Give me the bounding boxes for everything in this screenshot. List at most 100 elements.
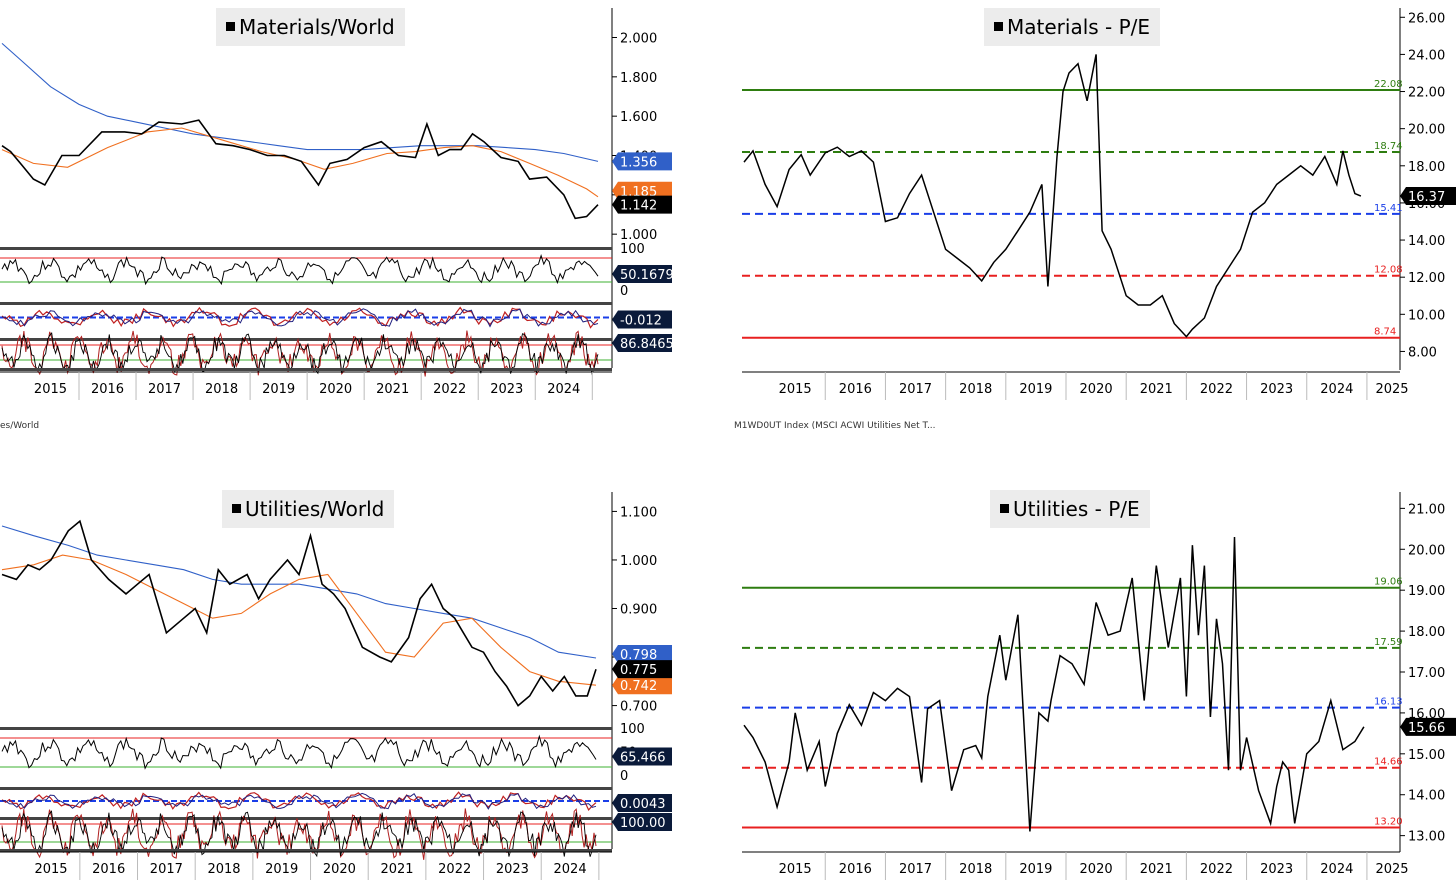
panel-separator	[0, 338, 612, 341]
price-value-tag-bg	[612, 195, 672, 214]
x-tick-label: 2021	[376, 382, 409, 397]
y-tick-label: 0.700	[620, 700, 657, 715]
x-tick-label: 2015	[779, 382, 812, 397]
level-label: 13.20	[1374, 816, 1403, 827]
ma_long-series-line	[1, 42, 599, 162]
rsi-value-tag-bg	[612, 265, 672, 283]
x-tick-label: 2016	[91, 382, 124, 397]
pe-value-tag: 16.37	[1400, 187, 1456, 205]
stoch-line	[1, 810, 597, 858]
panel-separator	[0, 302, 612, 305]
rsi-axis-label: 0	[620, 284, 628, 299]
price-series-line	[1, 119, 599, 220]
rsi-value-tag-bg	[612, 747, 672, 766]
y-tick-label: 26.00	[1408, 11, 1445, 26]
rsi-axis-label: 100	[620, 242, 645, 257]
rsi-line	[1, 254, 599, 286]
x-tick-label: 2016	[839, 862, 872, 877]
rsi-value-tag: 65.466	[612, 747, 672, 766]
x-tick-label: 2022	[1200, 862, 1233, 877]
pe-value-tag: 15.66	[1400, 717, 1456, 736]
x-tick-label: 2017	[148, 382, 181, 397]
level-label: 8.74	[1374, 327, 1396, 338]
stoch-value-tag: 100.00	[612, 813, 672, 831]
macd-value-tag-text: 0.0043	[620, 797, 666, 812]
panel-separator	[0, 849, 612, 852]
x-tick-label: 2023	[496, 862, 529, 877]
y-tick-label: 20.00	[1408, 543, 1445, 558]
x-tick-label: 2019	[262, 382, 295, 397]
ma_long-value-tag-text: 1.356	[620, 155, 657, 170]
y-tick-label: 2.000	[620, 32, 657, 47]
y-tick-label: 18.00	[1408, 625, 1445, 640]
macd-signal-line	[1, 791, 597, 811]
macd-value-tag-bg	[612, 794, 672, 812]
ma_short-value-tag: 0.742	[612, 676, 672, 695]
x-tick-label: 2020	[1080, 862, 1113, 877]
panel-separator	[0, 787, 612, 790]
ma_short-series-line	[1, 127, 599, 198]
stoch-value-tag-bg	[612, 334, 672, 352]
level-label: 17.59	[1374, 637, 1403, 648]
panel-separator	[0, 817, 612, 820]
y-tick-label: 24.00	[1408, 48, 1445, 63]
y-tick-label: 22.00	[1408, 86, 1445, 101]
ma_short-value-tag-text: 0.742	[620, 679, 657, 694]
pe-value-tag-text: 15.66	[1408, 721, 1445, 736]
materials-pe-panel: 26.0024.0022.0020.0018.0016.0014.0012.00…	[728, 0, 1456, 442]
x-tick-label: 2018	[959, 862, 992, 877]
level-label: 22.08	[1374, 79, 1403, 90]
ma_short-value-tag-bg	[612, 676, 672, 695]
x-tick-label: 2025	[1375, 862, 1408, 877]
level-label: 19.06	[1374, 577, 1403, 588]
y-tick-label: 1.600	[620, 110, 657, 125]
rsi-value-tag-text: 65.466	[620, 751, 666, 766]
chart-title: Materials - P/E	[984, 8, 1161, 46]
x-tick-label: 2016	[92, 862, 125, 877]
price-value-tag-text: 1.142	[620, 199, 657, 214]
x-tick-label: 2019	[1019, 862, 1052, 877]
x-tick-label: 2020	[319, 382, 352, 397]
y-tick-label: 0.900	[620, 603, 657, 618]
price-value-tag: 1.142	[612, 195, 672, 214]
y-tick-label: 1.000	[620, 228, 657, 243]
utilities-world-chart: 1.1001.0000.9000.8000.7000.7980.7420.775…	[0, 492, 672, 880]
stoch-signal-line	[1, 330, 599, 377]
x-tick-label: 2017	[899, 382, 932, 397]
panel-separator	[0, 247, 612, 250]
y-tick-label: 1.000	[620, 554, 657, 569]
y-tick-label: 14.00	[1408, 789, 1445, 804]
pe-value-tag-text: 16.37	[1408, 190, 1445, 205]
x-tick-label: 2019	[1019, 382, 1052, 397]
x-tick-label: 2015	[34, 382, 67, 397]
x-tick-label: 2017	[150, 862, 183, 877]
price-value-tag: 0.775	[612, 660, 672, 679]
x-tick-label: 2024	[1320, 862, 1353, 877]
x-tick-label: 2019	[265, 862, 298, 877]
footer-note: M1WD0UT Index (MSCI ACWI Utilities Net T…	[734, 421, 936, 431]
y-tick-label: 12.00	[1408, 271, 1445, 286]
x-tick-label: 2015	[779, 862, 812, 877]
chart-title: Utilities - P/E	[990, 490, 1150, 528]
pe-value-tag-bg	[1400, 717, 1456, 736]
chart-title: Utilities/World	[222, 490, 395, 528]
macd-value-tag-text: -0.012	[620, 314, 662, 329]
rsi-line	[1, 734, 597, 770]
x-tick-label: 2023	[490, 382, 523, 397]
x-tick-label: 2024	[547, 382, 580, 397]
rsi-value-tag-text: 50.1679	[620, 268, 674, 283]
stoch-value-tag-bg	[612, 813, 672, 831]
ma_short-series-line	[1, 554, 597, 686]
stoch-value-tag: 86.8465	[612, 334, 674, 352]
x-tick-label: 2021	[1140, 382, 1173, 397]
x-tick-label: 2017	[899, 862, 932, 877]
x-tick-label: 2023	[1260, 862, 1293, 877]
ma_long-series-line	[1, 525, 597, 659]
panel-separator	[0, 727, 612, 730]
ma_long-value-tag: 0.798	[612, 645, 672, 664]
x-tick-label: 2022	[433, 382, 466, 397]
pe-value-tag-bg	[1400, 187, 1456, 206]
y-tick-label: 10.00	[1408, 308, 1445, 323]
macd-value-tag-bg	[612, 310, 672, 329]
utilities-world-panel: 1.1001.0000.9000.8000.7000.7980.7420.775…	[0, 442, 728, 885]
